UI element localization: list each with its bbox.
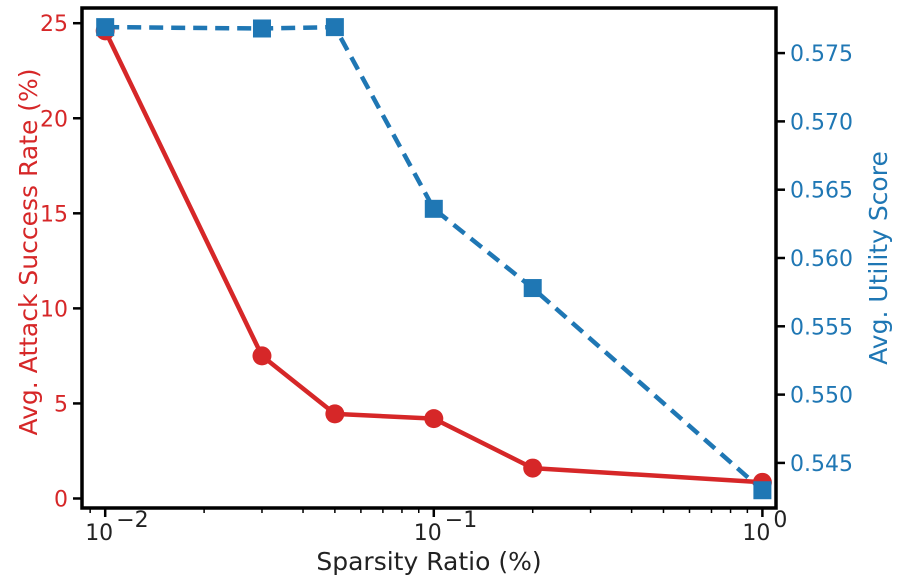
left-axis-title: Avg. Attack Success Rate (%) <box>14 68 43 435</box>
marker-layer <box>95 18 772 500</box>
x-tick-label: 10 <box>742 521 770 546</box>
left-tick-label: 15 <box>40 202 68 227</box>
x-tick-exponent: 0 <box>773 508 787 533</box>
data-point-utility-score <box>424 199 443 218</box>
right-tick-label: 0.550 <box>790 384 853 409</box>
right-tick-label: 0.570 <box>790 110 853 135</box>
plot-frame <box>80 6 778 510</box>
series-line-utility-score <box>105 24 764 492</box>
right-tick-label: 0.560 <box>790 247 853 272</box>
left-tick-label: 20 <box>40 107 68 132</box>
left-tick-label: 25 <box>40 12 68 37</box>
data-point-attack-success-rate <box>325 404 345 424</box>
series-line-attack-success-rate <box>103 29 763 485</box>
left-tick-label: 10 <box>40 297 68 322</box>
data-point-utility-score <box>325 18 344 37</box>
right-tick-label: 0.565 <box>790 179 853 204</box>
x-tick-label: 10 <box>414 521 442 546</box>
data-point-attack-success-rate <box>523 458 543 478</box>
data-point-attack-success-rate <box>252 346 272 366</box>
data-point-utility-score <box>753 481 772 500</box>
right-tick-label: 0.575 <box>790 42 853 67</box>
right-tick-label: 0.555 <box>790 315 853 340</box>
series-layer <box>103 24 764 492</box>
x-tick-exponent: −1 <box>445 508 477 533</box>
data-point-utility-score <box>252 19 271 38</box>
right-tick-label: 0.545 <box>790 452 853 477</box>
x-tick-exponent: −2 <box>116 508 148 533</box>
right-axis-title: Avg. Utility Score <box>864 151 893 365</box>
data-point-utility-score <box>96 18 115 37</box>
left-tick-label: 0 <box>54 487 68 512</box>
left-tick-label: 5 <box>54 392 68 417</box>
data-point-attack-success-rate <box>424 409 444 429</box>
data-point-utility-score <box>523 279 542 298</box>
x-axis-title: Sparsity Ratio (%) <box>316 547 541 576</box>
x-tick-label: 10 <box>85 521 113 546</box>
axis-layer: 10−210−110005101520250.5450.5500.5550.56… <box>40 6 853 546</box>
